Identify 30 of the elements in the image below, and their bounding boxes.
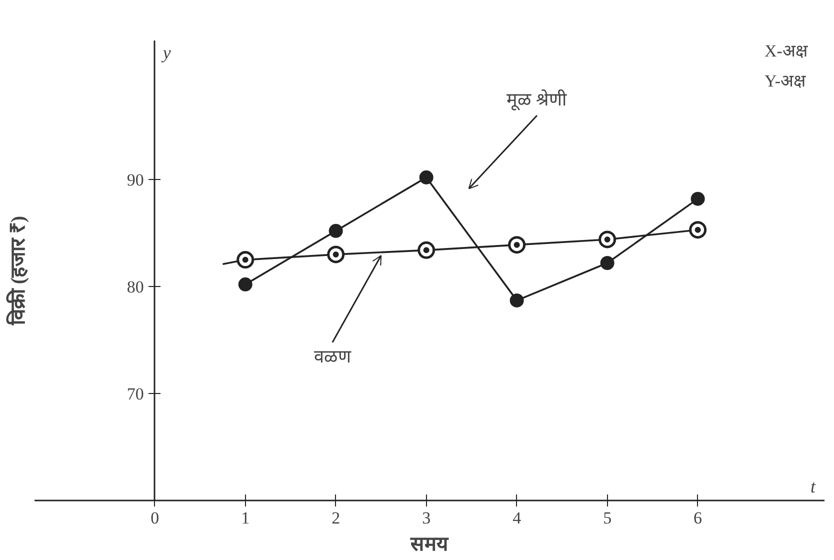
x-tick-label: 1 — [241, 508, 250, 528]
point — [419, 170, 434, 184]
x-tick-label: 3 — [422, 508, 431, 528]
x-tick-label: 6 — [694, 508, 702, 528]
x-tick-label: 0 — [150, 508, 160, 528]
y-tick-label: 90 — [126, 170, 144, 190]
y-tick-label: 70 — [126, 384, 144, 404]
point — [418, 241, 436, 259]
annotation: y — [160, 42, 171, 62]
point — [236, 251, 254, 269]
point — [510, 293, 524, 308]
text: मूळ श्रेणी — [506, 88, 568, 110]
x-tick-label: 5 — [603, 508, 612, 528]
point — [328, 224, 343, 238]
annotation: Y-अक्ष — [764, 72, 807, 90]
point — [508, 236, 526, 254]
annotation: t — [810, 476, 816, 496]
y-tick-label: 80 — [126, 278, 144, 297]
point — [598, 230, 616, 248]
text: वळण — [314, 346, 352, 366]
point — [238, 277, 252, 292]
point — [689, 221, 707, 239]
annotation: X-अक्ष — [764, 42, 808, 60]
x-tick-label: 4 — [512, 508, 522, 528]
point — [327, 246, 345, 264]
point — [690, 192, 705, 206]
x-tick-label: 2 — [332, 508, 340, 528]
y-axis-title: विक्री (हजार ₹) — [6, 216, 30, 326]
x-axis-title: समय — [410, 534, 450, 556]
point — [600, 256, 614, 270]
